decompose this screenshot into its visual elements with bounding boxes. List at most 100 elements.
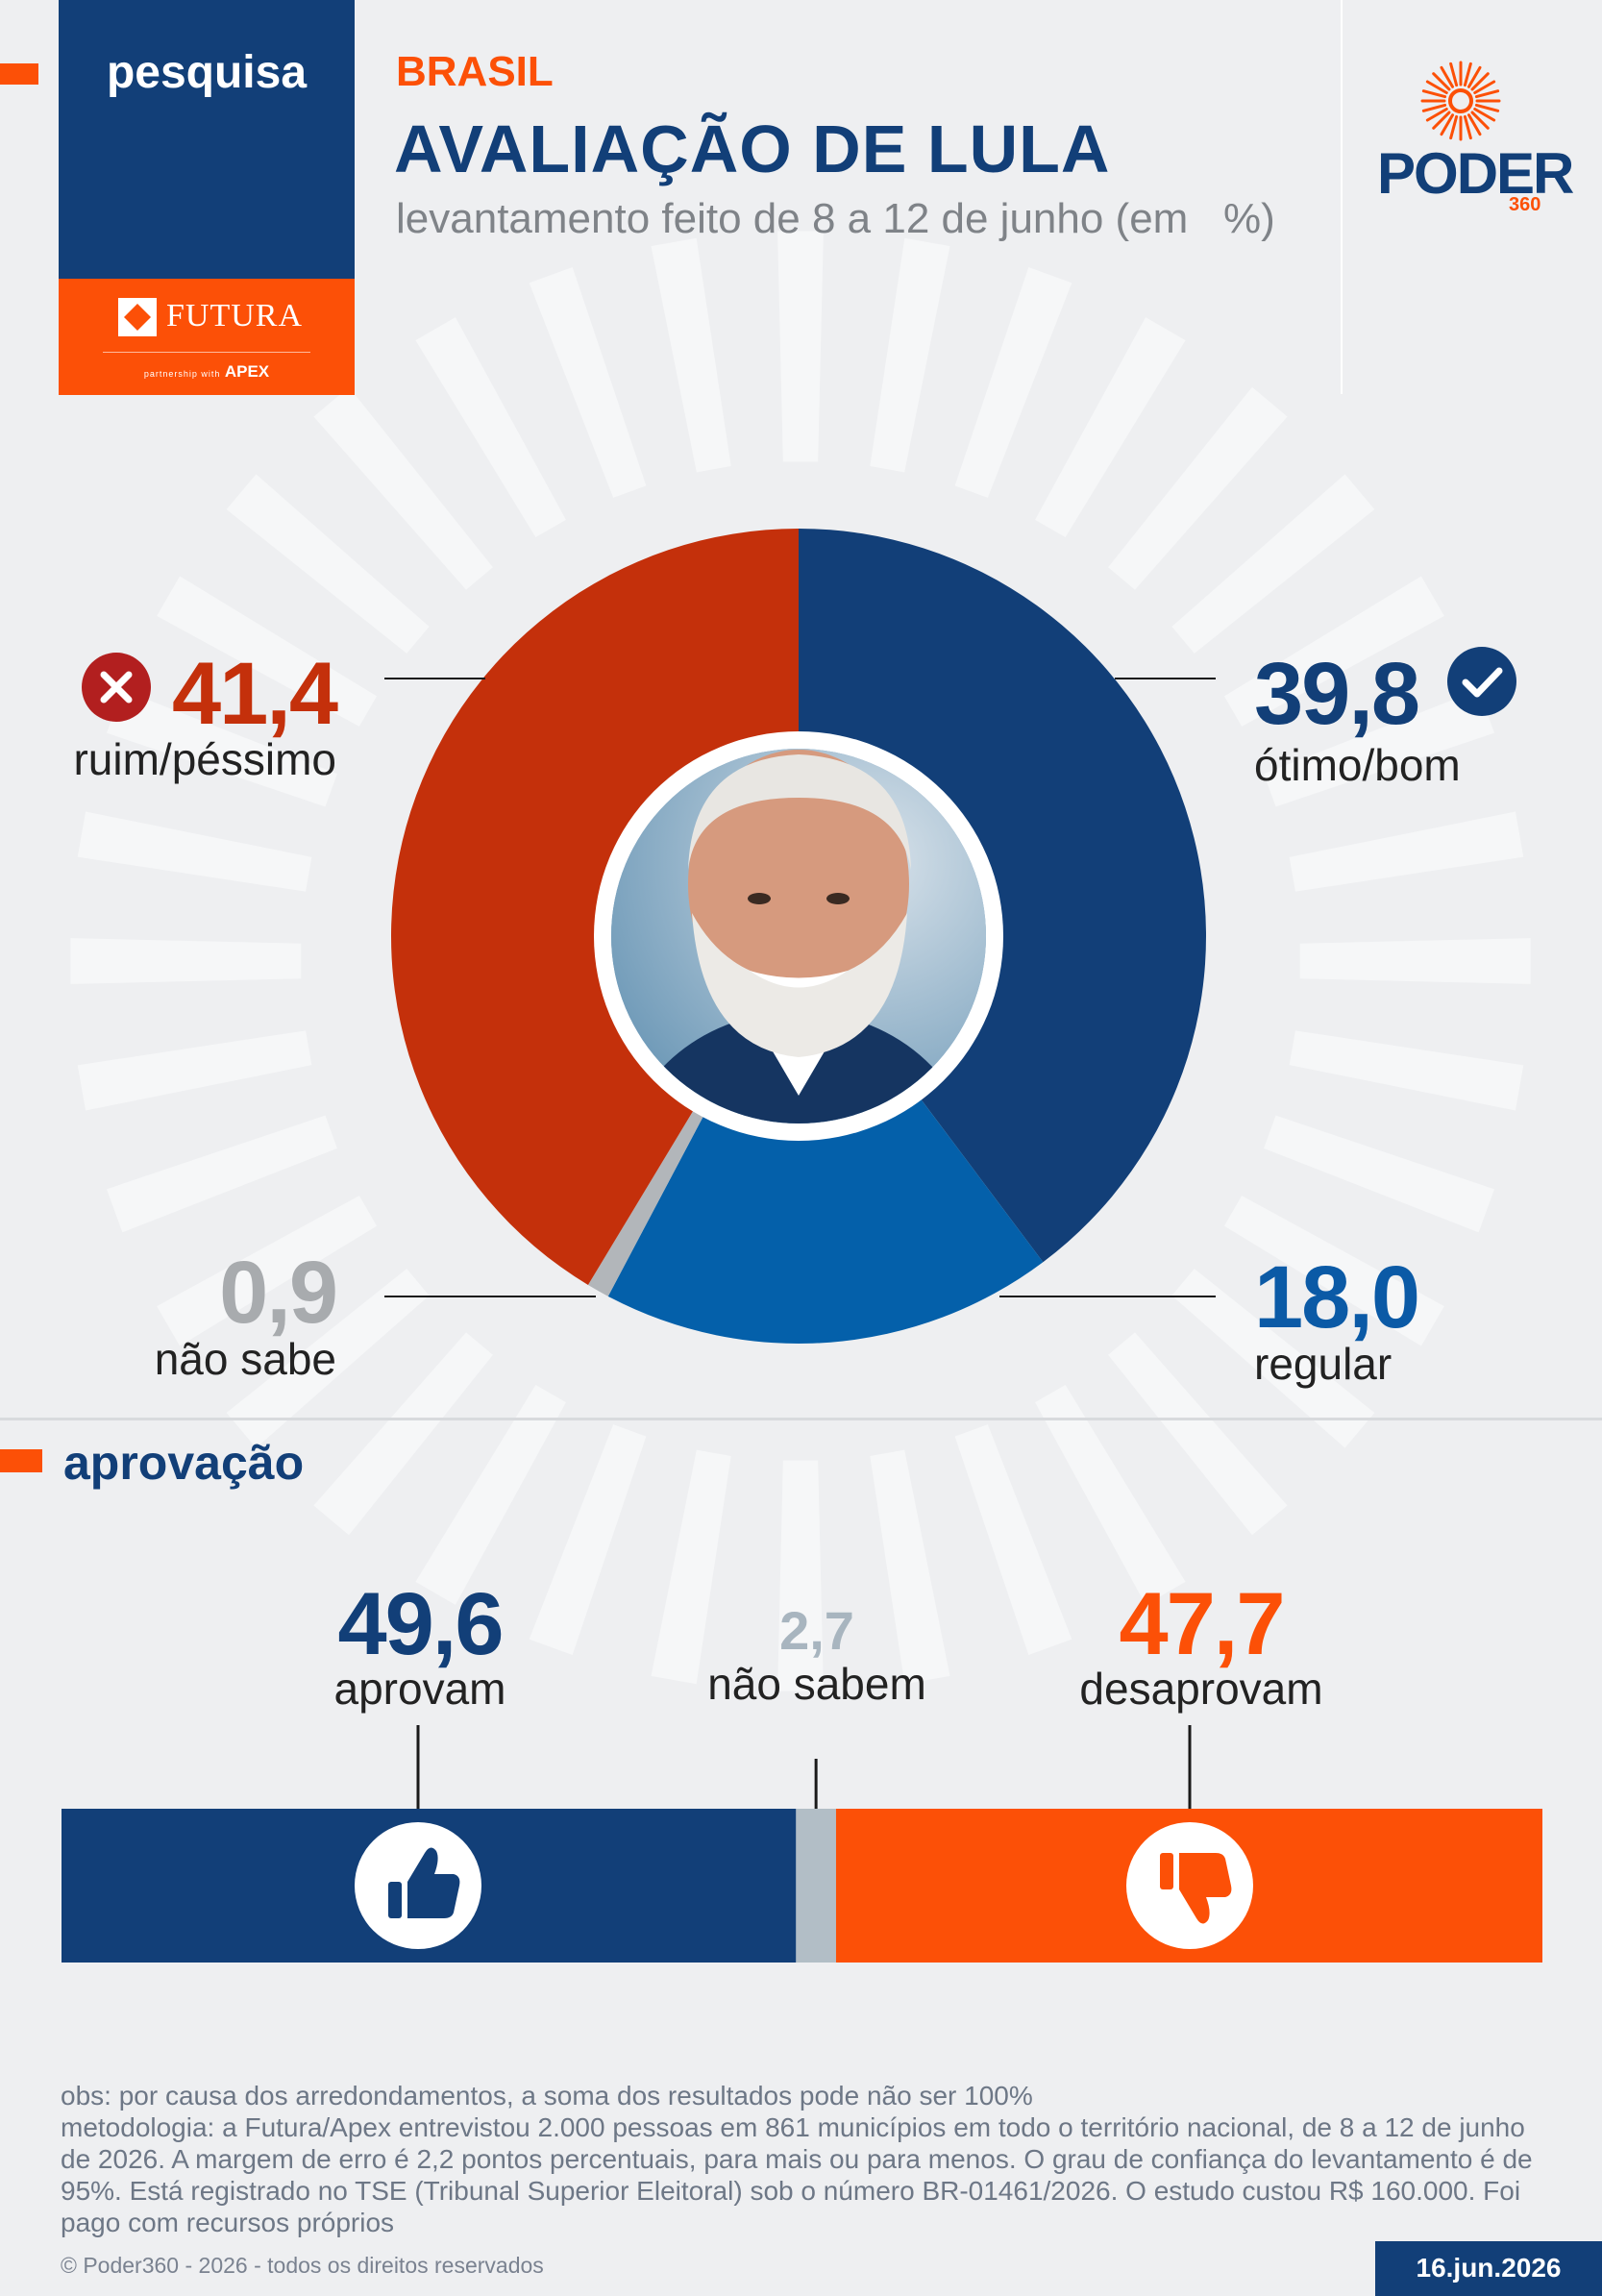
sunburst-ray bbox=[157, 1196, 378, 1346]
poder360-logo: PODER 360 bbox=[1374, 58, 1574, 221]
donut-slice-1 bbox=[607, 936, 1044, 1344]
label-nao-sabe: 0,9 não sabe bbox=[48, 1244, 338, 1385]
apex-partnership: partnership with APEX bbox=[143, 362, 270, 381]
bar-segment-1 bbox=[796, 1809, 836, 1963]
pesquisa-tag: pesquisa bbox=[106, 47, 308, 98]
sunburst-ray bbox=[77, 1030, 312, 1111]
section-divider bbox=[0, 1418, 1602, 1420]
sunburst-ray bbox=[1223, 1196, 1444, 1346]
page-subtitle: levantamento feito de 8 a 12 de junho (e… bbox=[396, 195, 1275, 242]
copyright: © Poder360 - 2026 - todos os direitos re… bbox=[61, 2253, 544, 2278]
sunburst-ray bbox=[777, 231, 824, 462]
x-circle-icon bbox=[82, 653, 151, 722]
sun-ray bbox=[1432, 111, 1451, 130]
donut-slice-0 bbox=[799, 529, 1206, 1263]
sunburst-ray bbox=[529, 1424, 647, 1655]
sun-ray bbox=[1449, 62, 1459, 87]
label-aprovam: 49,6 aprovam bbox=[276, 1576, 564, 1715]
methodology-note: metodologia: a Futura/Apex entrevistou 2… bbox=[61, 2112, 1533, 2237]
approval-bar-chart bbox=[62, 1725, 1542, 1963]
sunburst-ray bbox=[954, 1424, 1072, 1655]
sunburst-ray bbox=[70, 938, 302, 984]
sunburst-ray bbox=[870, 237, 950, 473]
name-desaprovam: desaprovam bbox=[1079, 1664, 1323, 1714]
sun-ray bbox=[1432, 72, 1451, 91]
sun-ray bbox=[1440, 113, 1454, 136]
poder-360: 360 bbox=[1509, 194, 1541, 215]
sunburst-ray bbox=[1108, 1332, 1288, 1536]
sunburst-ray bbox=[529, 267, 647, 498]
label-nao-sabem: 2,7 não sabem bbox=[673, 1600, 961, 1710]
sunburst-ray bbox=[157, 576, 378, 727]
name-otimo-bom: ótimo/bom bbox=[1254, 740, 1461, 790]
check-circle-icon bbox=[1447, 647, 1516, 716]
sun-ray bbox=[1421, 103, 1447, 112]
page-title: AVALIAÇÃO DE LULA bbox=[394, 111, 1111, 186]
footer-notes: obs: por causa dos arredondamentos, a so… bbox=[61, 2080, 1540, 2238]
sunburst-ray bbox=[1289, 811, 1524, 892]
pesquisa-tag-block: pesquisa bbox=[59, 0, 355, 279]
sunburst-ray bbox=[1035, 317, 1186, 538]
sunburst-ray bbox=[313, 1332, 493, 1536]
sun-ray bbox=[1473, 108, 1496, 122]
sunburst-ray bbox=[1171, 474, 1375, 654]
sunburst-ray bbox=[777, 1460, 824, 1691]
label-ruim-pessimo: 41,4 ruim/péssimo bbox=[48, 644, 338, 785]
sunburst-ray bbox=[415, 317, 566, 538]
sun-ray bbox=[1463, 114, 1472, 140]
header-divider bbox=[1341, 0, 1343, 394]
obs-note: obs: por causa dos arredondamentos, a so… bbox=[61, 2081, 1033, 2111]
sun-ray bbox=[1421, 89, 1447, 99]
sunburst-ray bbox=[107, 1115, 337, 1233]
sunburst-ray bbox=[651, 1449, 731, 1685]
sun-ray bbox=[1467, 65, 1482, 88]
label-regular: 18,0 regular bbox=[1254, 1248, 1420, 1390]
portrait-photo bbox=[611, 749, 986, 1123]
accent-mark bbox=[0, 63, 38, 85]
name-aprovam: aprovam bbox=[333, 1664, 506, 1714]
sunburst-ray bbox=[226, 474, 430, 654]
donut-chart bbox=[384, 529, 1216, 1344]
futura-divider bbox=[103, 352, 310, 353]
thumbs-up-icon bbox=[355, 1822, 481, 1949]
name-nao-sabem: não sabem bbox=[707, 1659, 926, 1709]
sun-icon bbox=[1420, 61, 1501, 141]
sunburst-ray bbox=[1299, 938, 1531, 984]
name-ruim-pessimo: ruim/péssimo bbox=[73, 734, 336, 784]
sunburst-ray bbox=[1035, 1384, 1186, 1605]
sun-ray bbox=[1470, 72, 1490, 91]
sunburst-ray bbox=[651, 237, 731, 473]
date-badge: 16.jun.2026 bbox=[1375, 2241, 1602, 2296]
value-regular: 18,0 bbox=[1254, 1248, 1420, 1346]
sun-ray bbox=[1470, 111, 1490, 130]
sunburst-ray bbox=[1108, 386, 1288, 590]
value-nao-sabe: 0,9 bbox=[219, 1244, 338, 1342]
sunburst-ray bbox=[1264, 689, 1494, 807]
sun-ray bbox=[1425, 80, 1448, 94]
sun-ray bbox=[1473, 80, 1496, 94]
sun-ray bbox=[1425, 108, 1448, 122]
value-ruim-pessimo: 41,4 bbox=[171, 645, 338, 743]
sunburst-ray bbox=[1289, 1030, 1524, 1111]
sunburst-ray bbox=[77, 811, 312, 892]
name-regular: regular bbox=[1254, 1339, 1393, 1389]
poder-wordmark: PODER bbox=[1377, 141, 1574, 206]
sunburst-ray bbox=[1223, 576, 1444, 727]
sunburst-ray bbox=[954, 267, 1072, 498]
value-nao-sabem: 2,7 bbox=[779, 1600, 854, 1661]
value-aprovam: 49,6 bbox=[337, 1575, 504, 1673]
sun-ray bbox=[1474, 89, 1500, 99]
sunburst-ray bbox=[1171, 1269, 1375, 1448]
sun-ray bbox=[1449, 114, 1459, 140]
futura-wordmark: FUTURA bbox=[166, 298, 304, 333]
sunburst-ray bbox=[107, 689, 337, 807]
region-label: BRASIL bbox=[396, 48, 554, 95]
value-desaprovam: 47,7 bbox=[1119, 1575, 1285, 1673]
sun-ray bbox=[1463, 62, 1472, 87]
sun-ray bbox=[1474, 103, 1500, 112]
futura-diamond-icon bbox=[118, 298, 157, 336]
label-otimo-bom: 39,8 ótimo/bom bbox=[1254, 644, 1516, 791]
name-nao-sabe: não sabe bbox=[154, 1334, 336, 1384]
value-otimo-bom: 39,8 bbox=[1254, 645, 1420, 743]
